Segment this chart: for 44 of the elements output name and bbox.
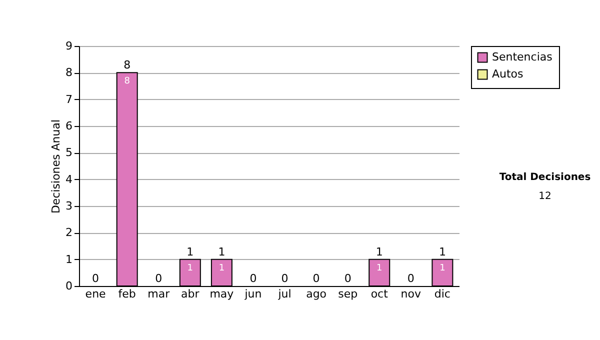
- total-label: 1: [218, 245, 226, 258]
- total-label: 0: [407, 272, 414, 285]
- legend-label: Autos: [492, 68, 524, 80]
- total-label: 1: [438, 245, 446, 258]
- total-label: 0: [344, 272, 352, 285]
- y-tick-label: 1: [66, 252, 72, 266]
- x-tick-label: jun: [244, 288, 262, 300]
- total-label: 0: [312, 272, 320, 285]
- x-tick-label: dic: [434, 288, 450, 300]
- x-tick-label: feb: [118, 288, 136, 300]
- x-tick-label: nov: [400, 288, 422, 300]
- legend-label: Sentencias: [492, 50, 553, 64]
- x-tick-label: may: [210, 288, 234, 300]
- x-tick-label: sep: [338, 288, 358, 300]
- x-tick-label: jul: [277, 288, 292, 300]
- total-label: 1: [186, 245, 194, 258]
- total-label: 1: [376, 245, 383, 258]
- text: Total Decisiones: [498, 172, 592, 183]
- x-tick-label: mar: [148, 288, 170, 300]
- y-tick-label: 6: [66, 120, 72, 132]
- y-tick-label: 7: [66, 92, 72, 106]
- total-label: 0: [281, 272, 288, 285]
- text: 12: [538, 191, 552, 202]
- data-label: 1: [218, 263, 225, 274]
- x-tick-label: ago: [306, 288, 327, 300]
- data-label: 1: [376, 263, 382, 274]
- y-tick-label: 5: [66, 146, 72, 160]
- y-axis-title: Decisiones Anual: [50, 119, 62, 214]
- total-label: 8: [124, 58, 131, 72]
- y-tick-label: 3: [66, 200, 72, 212]
- y-tick-label: 9: [66, 40, 72, 52]
- data-label: 8: [124, 76, 130, 87]
- data-label: 1: [187, 263, 194, 274]
- x-tick-label: abr: [181, 288, 200, 300]
- total-label: 0: [155, 272, 162, 285]
- total-label: 0: [92, 272, 100, 285]
- data-label: 1: [440, 263, 446, 274]
- y-tick-label: 0: [66, 280, 72, 292]
- y-tick-label: 4: [66, 172, 72, 186]
- y-tick-label: 2: [66, 226, 72, 240]
- y-tick-label: 8: [66, 66, 72, 80]
- x-tick-label: oct: [370, 288, 389, 300]
- x-tick-label: ene: [85, 288, 106, 300]
- total-label: 0: [250, 272, 257, 285]
